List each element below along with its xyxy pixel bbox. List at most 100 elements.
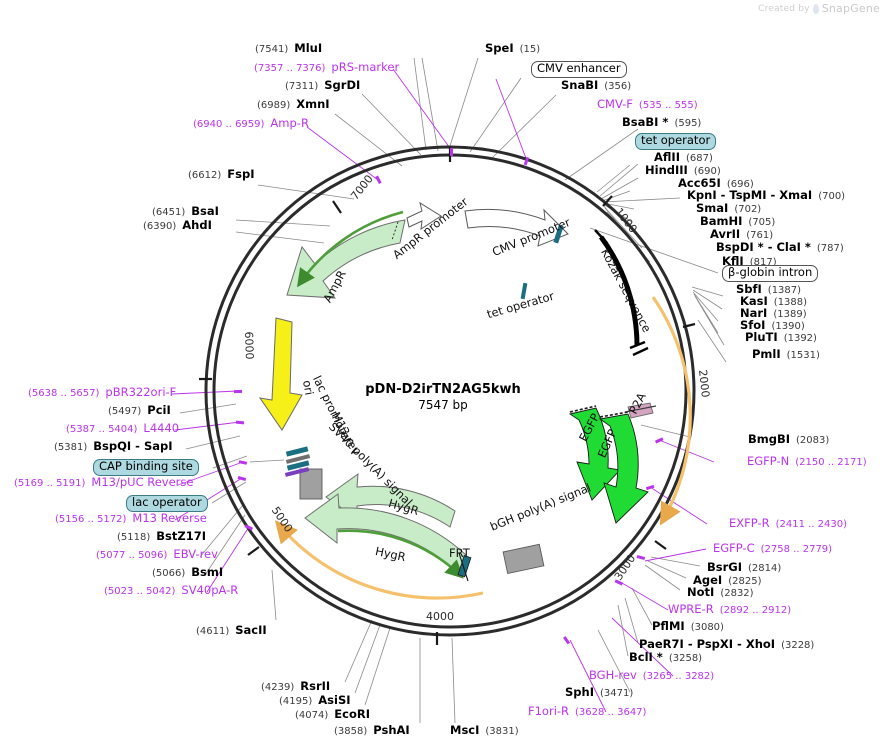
label-nari: NarI (1389) bbox=[740, 306, 807, 320]
label-sv40pa-r-pos: (5023 .. 5042) bbox=[104, 586, 176, 597]
label-hindiii-name: HindIII bbox=[645, 163, 688, 177]
label-bspdi-clai-pos: (787) bbox=[816, 243, 844, 254]
plasmid-size: 7547 bp bbox=[418, 398, 468, 412]
label-sv40pa-r: (5023 .. 5042) SV40pA-R bbox=[104, 584, 238, 597]
egfp-gene-arrow-2 bbox=[598, 411, 649, 524]
polya-boxes bbox=[299, 468, 545, 575]
label-xmni-pos: (6989) bbox=[257, 100, 291, 111]
label-sgrdi-pos: (7311) bbox=[285, 81, 319, 92]
label-asisi-pos: (4195) bbox=[279, 696, 313, 707]
label-bspdi-clai-name: BspDI * - ClaI * bbox=[716, 240, 811, 254]
cmv-promoter-arrow bbox=[464, 208, 569, 247]
label-egfp-n-pos: (2150 .. 2171) bbox=[795, 457, 867, 468]
label-aflii-pos: (687) bbox=[685, 153, 713, 164]
label-acc65i-pos: (696) bbox=[726, 179, 754, 190]
label-pcii-name: PciI bbox=[147, 403, 171, 417]
label-egfp-n-name: EGFP-N bbox=[747, 454, 790, 468]
p2a-peptide bbox=[624, 402, 657, 419]
label-ahdi-name: AhdI bbox=[182, 218, 212, 232]
label-sacii-name: SacII bbox=[235, 623, 267, 637]
label-bstz17i: (5118) BstZ17I bbox=[117, 530, 206, 543]
label-kasi: KasI (1388) bbox=[740, 294, 807, 308]
label-bsai: (6451) BsaI bbox=[152, 204, 219, 218]
label-pcii: (5497) PciI bbox=[108, 403, 171, 417]
label-xmni-name: XmnI bbox=[296, 97, 330, 111]
frt-site bbox=[457, 552, 472, 582]
label-sacii: (4611) SacII bbox=[196, 623, 267, 637]
label-aflii: AflII (687) bbox=[654, 151, 713, 164]
label-bmgbi: BmgBI (2083) bbox=[748, 433, 829, 446]
label-kfli-pos: (817) bbox=[749, 257, 777, 268]
label-f1ori-r-name: F1ori-R bbox=[528, 704, 570, 718]
label-f1ori-r: F1ori-R (3628 .. 3647) bbox=[528, 704, 646, 718]
label-pluti-name: PluTI bbox=[745, 330, 778, 344]
label-ecori-name: EcoRI bbox=[334, 707, 370, 721]
label-fspi-pos: (6612) bbox=[188, 170, 222, 181]
label-bstz17i-pos: (5118) bbox=[117, 532, 151, 543]
label-tet-operator-boxed: tet operator bbox=[635, 133, 717, 150]
label-ecori-pos: (4074) bbox=[295, 710, 329, 721]
label-prs-marker: (7357 .. 7376) pRS-marker bbox=[254, 61, 399, 74]
label-bsai-name: BsaI bbox=[191, 204, 219, 218]
label-pshai: (3858) PshAI bbox=[334, 724, 410, 737]
label-bsrgi: BsrGI (2814) bbox=[707, 561, 781, 574]
leader-lines-right bbox=[597, 424, 701, 693]
label-m13-reverse: (5156 .. 5172) M13 Reverse bbox=[55, 512, 207, 525]
label-kpni-tspmi-xmai-pos: (700) bbox=[818, 191, 846, 202]
label-prs-marker-pos: (7357 .. 7376) bbox=[254, 63, 326, 74]
label-avrii-pos: (761) bbox=[746, 230, 774, 241]
label-sgrdi-name: SgrDI bbox=[324, 78, 361, 92]
label-spei: SpeI (15) bbox=[485, 41, 540, 55]
label-nari-pos: (1389) bbox=[773, 309, 807, 320]
watermark-brand: SnapGene bbox=[821, 2, 880, 15]
kozak-intron-arc bbox=[594, 229, 649, 357]
label-smai-pos: (702) bbox=[734, 204, 762, 215]
label-pluti: PluTI (1392) bbox=[745, 330, 817, 344]
label-bspdi-clai: BspDI * - ClaI * (787) bbox=[716, 240, 844, 254]
label-m13-reverse-pos: (5156 .. 5172) bbox=[55, 514, 127, 525]
label-kfli-name: KflI bbox=[722, 254, 744, 268]
label-bsmi: (5066) BsmI bbox=[152, 565, 224, 579]
label-ecori: (4074) EcoRI bbox=[295, 707, 370, 721]
label-paer7i-pspxi-xhoi-name: PaeR7I - PspXI - XhoI bbox=[639, 637, 776, 651]
label-acc65i: Acc65I (696) bbox=[678, 177, 754, 190]
label-spei-name: SpeI bbox=[485, 41, 514, 55]
label-bgh-rev-pos: (3265 .. 3282) bbox=[642, 671, 715, 682]
label-pflmi: PflMI (3080) bbox=[652, 620, 724, 633]
label-pmli-name: PmlI bbox=[752, 347, 781, 361]
label-kasi-name: KasI bbox=[740, 294, 768, 308]
label-rsrii-pos: (4239) bbox=[261, 682, 295, 693]
label-bspqi-sapi-name: BspQI - SapI bbox=[93, 439, 173, 453]
label-noti: NotI (2832) bbox=[687, 586, 754, 599]
label-m13-puc-reverse-name: M13/pUC Reverse bbox=[91, 475, 194, 489]
label-exfp-r-name: EXFP-R bbox=[729, 516, 770, 530]
label-bsmi-name: BsmI bbox=[191, 565, 224, 579]
label-sbfi-name: SbfI bbox=[736, 282, 762, 296]
label-bgh-rev: BGH-rev (3265 .. 3282) bbox=[589, 669, 715, 682]
label-nari-name: NarI bbox=[740, 306, 768, 320]
label-bcli-pos: (3258) bbox=[668, 653, 703, 664]
label-exfp-r: EXFP-R (2411 .. 2430) bbox=[729, 516, 847, 530]
label-smai: SmaI (702) bbox=[696, 202, 762, 215]
label-bsabi-pos: (595) bbox=[674, 118, 702, 129]
label-asisi: (4195) AsiSI bbox=[279, 694, 351, 707]
snapgene-drop-icon bbox=[812, 3, 819, 14]
label-egfp-c: EGFP-C (2758 .. 2779) bbox=[713, 542, 832, 555]
label-pcii-pos: (5497) bbox=[108, 406, 142, 417]
ruler-label-6000: 6000 bbox=[242, 331, 256, 360]
label-ahdi: (6390) AhdI bbox=[143, 218, 212, 232]
label-sacii-pos: (4611) bbox=[196, 626, 230, 637]
label-mlui-name: MluI bbox=[294, 41, 323, 55]
label-sfoi: SfoI (1390) bbox=[740, 319, 805, 332]
label-pmli-pos: (1531) bbox=[786, 350, 820, 361]
label-bspqi-sapi: (5381) BspQI - SapI bbox=[54, 439, 173, 453]
label-kpni-tspmi-xmai-name: KpnI - TspMI - XmaI bbox=[687, 188, 813, 202]
label-beta-globin-intron: β-globin intron bbox=[722, 265, 819, 282]
orange-feature-arc-left bbox=[274, 520, 484, 600]
label-bsmi-pos: (5066) bbox=[152, 568, 186, 579]
label-kpni-tspmi-xmai: KpnI - TspMI - XmaI (700) bbox=[687, 188, 846, 202]
label-msci: MscI (3831) bbox=[450, 724, 519, 737]
label-cmv-enhancer: CMV enhancer bbox=[531, 61, 627, 78]
label-agei-name: AgeI bbox=[693, 573, 723, 587]
